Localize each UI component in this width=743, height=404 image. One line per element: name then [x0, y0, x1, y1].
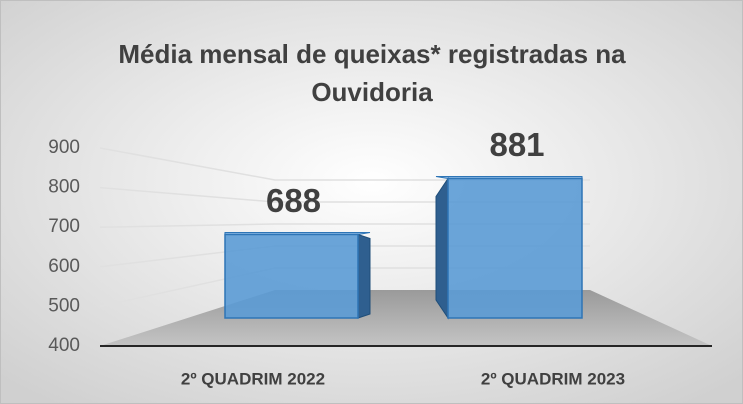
- bar-side: [357, 233, 371, 319]
- bar: [224, 233, 359, 319]
- chart-title: Média mensal de queixas* registradas na: [118, 39, 626, 69]
- chart-title: Ouvidoria: [311, 77, 433, 107]
- x-tick-label: 2º QUADRIM 2023: [481, 369, 625, 388]
- x-tick-label: 2º QUADRIM 2022: [181, 369, 325, 388]
- y-tick-label: 400: [48, 335, 80, 356]
- y-tick-label: 700: [48, 216, 80, 237]
- y-tick-label: 600: [48, 256, 80, 277]
- y-tick-label: 900: [48, 137, 80, 158]
- y-tick-label: 500: [48, 295, 80, 316]
- bar: [447, 177, 583, 319]
- y-tick-label: 800: [48, 177, 80, 198]
- data-label: 688: [266, 182, 321, 219]
- data-label: 881: [489, 126, 544, 163]
- bar-side: [435, 176, 449, 320]
